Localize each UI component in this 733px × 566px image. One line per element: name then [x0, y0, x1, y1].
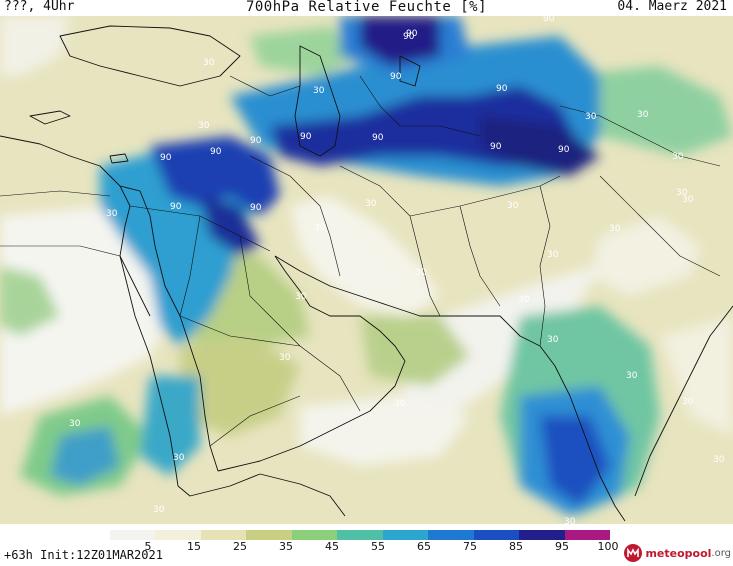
- contour-label: 30: [203, 58, 215, 68]
- meteopool-logo-icon: [624, 544, 643, 562]
- contour-label: 90: [250, 203, 262, 213]
- contour-label: 90: [250, 136, 262, 146]
- colorbar-tick-label: 15: [187, 540, 201, 553]
- contour-label: 30: [682, 397, 694, 407]
- contour-label: 30: [609, 224, 621, 234]
- contour-label: 90: [403, 32, 415, 42]
- contour-label: 90: [160, 153, 172, 163]
- colorbar-tick-label: 25: [233, 540, 247, 553]
- colorbar-segment: [382, 530, 429, 540]
- contour-label: 30: [198, 121, 210, 131]
- contour-label: 30: [547, 250, 559, 260]
- contour-label: 30: [713, 455, 725, 465]
- country-borders: [0, 75, 721, 447]
- colorbar-tick-label: 95: [555, 540, 569, 553]
- colorbar-legend: 5 15 25 35 45 55 65 75 85 95 100: [0, 526, 733, 566]
- contour-label: 30: [394, 399, 406, 409]
- humidity-map-canvas: 30 90 90 30 30 30 90 90 90 90 90 90 90 3…: [0, 16, 733, 524]
- colorbar-segment: [473, 530, 520, 540]
- contour-label: 30: [507, 201, 519, 211]
- colorbar: [110, 530, 611, 540]
- colorbar-tick-label: 55: [371, 540, 385, 553]
- colorbar-tick-label: 85: [509, 540, 523, 553]
- contour-label: 30: [626, 371, 638, 381]
- logo-text-pool: pool: [684, 546, 712, 560]
- contour-label: 90: [406, 29, 418, 39]
- colorbar-segment: [200, 530, 247, 540]
- contour-label: 30: [314, 223, 326, 233]
- contour-label: 30: [672, 152, 684, 162]
- map-title: 700hPa Relative Feuchte [%]: [245, 0, 488, 15]
- colorbar-tick-label: 35: [279, 540, 293, 553]
- contour-label: 30: [637, 110, 649, 120]
- colorbar-segment: [155, 530, 202, 540]
- colorbar-segment: [337, 530, 384, 540]
- colorbar-segment: [428, 530, 475, 540]
- contour-label: 30: [415, 268, 427, 278]
- contour-label: 90: [300, 132, 312, 142]
- contour-labels: 30 90 90 30 30 30 90 90 90 90 90 90 90 3…: [69, 16, 725, 524]
- colorbar-segment: [564, 530, 611, 540]
- colorbar-segment: [246, 530, 293, 540]
- valid-date-label: 04. Maerz 2021: [617, 0, 727, 14]
- contour-label: 90: [543, 16, 555, 24]
- colorbar-tick-label: 5: [144, 540, 152, 553]
- contour-label: 90: [210, 147, 222, 157]
- logo-text-suffix: .org: [711, 547, 731, 559]
- colorbar-tick-label: 100: [597, 540, 619, 553]
- contour-label: 30: [547, 335, 559, 345]
- contour-label: 30: [682, 195, 694, 205]
- contour-label: 30: [564, 517, 576, 524]
- logo-text-meteo: meteo: [645, 546, 685, 560]
- valid-time-label: ???, 4Uhr: [4, 0, 75, 14]
- contour-label: 30: [69, 419, 81, 429]
- contour-label: 90: [170, 202, 182, 212]
- contour-label: 90: [390, 72, 402, 82]
- colorbar-tick-label: 45: [325, 540, 339, 553]
- contour-label: 30: [518, 295, 530, 305]
- contour-label: 30: [106, 209, 118, 219]
- contour-label: 30: [676, 188, 688, 198]
- colorbar-tick-label: 75: [463, 540, 477, 553]
- humidity-map: 30 90 90 30 30 30 90 90 90 90 90 90 90 3…: [0, 16, 733, 524]
- contour-label: 30: [153, 505, 165, 515]
- contour-label: 90: [490, 142, 502, 152]
- meteopool-logo: meteo pool .org: [623, 542, 731, 564]
- contour-label: 90: [496, 84, 508, 94]
- contour-label: 90: [372, 133, 384, 143]
- contour-label: 30: [313, 86, 325, 96]
- colorbar-segment: [519, 530, 566, 540]
- colorbar-segment: [291, 530, 338, 540]
- forecast-run-label: +63h Init:12Z01MAR2021: [4, 548, 163, 562]
- contour-label: 90: [558, 145, 570, 155]
- humidity-fill: [0, 16, 733, 516]
- contour-label: 30: [173, 453, 185, 463]
- contour-label: 30: [365, 199, 377, 209]
- contour-label: 30: [585, 112, 597, 122]
- colorbar-segment: [110, 530, 156, 540]
- contour-label: 30: [295, 292, 307, 302]
- contour-label: 30: [279, 353, 291, 363]
- colorbar-tick-label: 65: [417, 540, 431, 553]
